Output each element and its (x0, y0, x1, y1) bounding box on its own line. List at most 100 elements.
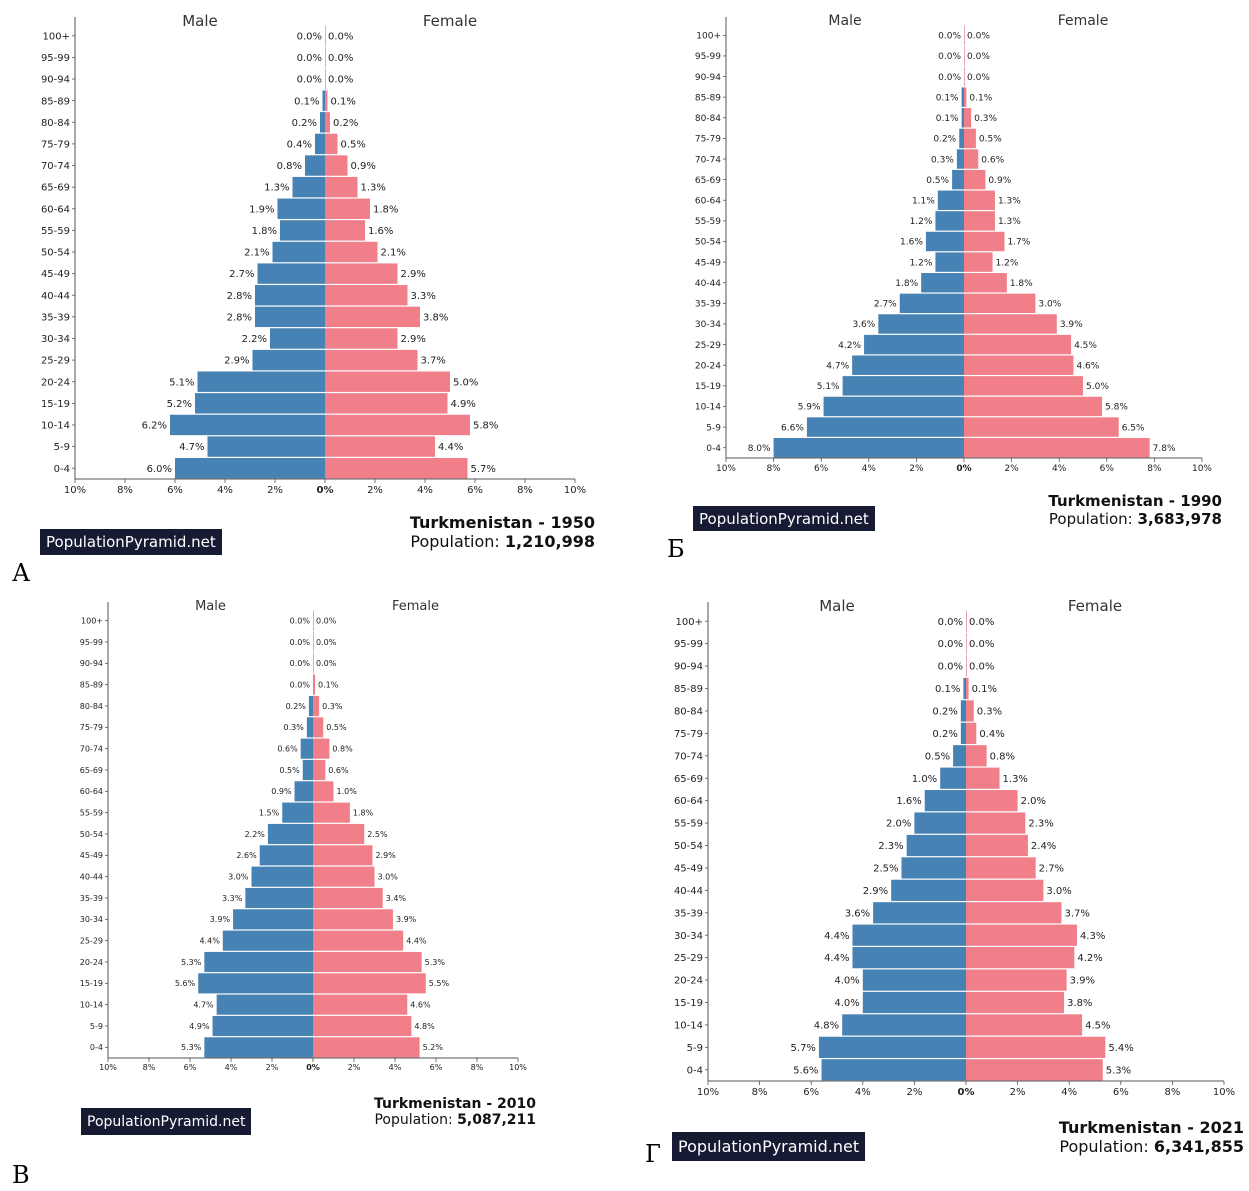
x-tick-label: 10% (1192, 464, 1212, 474)
male-bar (272, 241, 325, 263)
male-bar (204, 951, 313, 973)
male-value-label: 0.2% (932, 729, 957, 740)
male-value-label: 1.9% (249, 204, 274, 215)
x-tick-label: 2% (367, 485, 383, 496)
site-badge[interactable]: PopulationPyramid.net (81, 1108, 252, 1135)
female-bar (313, 674, 316, 695)
age-label: 5-9 (54, 442, 70, 453)
female-value-label: 1.6% (368, 226, 393, 237)
female-value-label: 1.2% (996, 258, 1019, 268)
male-bar (277, 198, 325, 219)
male-bar (773, 437, 964, 458)
female-bar (966, 969, 1067, 991)
male-value-label: 4.4% (824, 953, 849, 964)
female-bar (964, 231, 1005, 252)
male-bar (878, 314, 964, 334)
male-bar (960, 722, 966, 744)
female-value-label: 7.8% (1153, 444, 1176, 454)
pyramid-chart-2021: Male Female 5.6% 5.3% 0-4 5.7% 5.4% 5-9 4.8% 4.5%… (674, 597, 1235, 1098)
age-label: 35-39 (695, 300, 721, 310)
female-value-label: 5.3% (1106, 1065, 1131, 1076)
female-bar (313, 631, 314, 653)
female-bar (325, 241, 378, 263)
female-value-label: 2.9% (401, 269, 426, 280)
female-value-label: 5.4% (1108, 1043, 1133, 1054)
female-bar (966, 1036, 1106, 1058)
age-label: 85-89 (80, 681, 103, 690)
population-label: Population: (1048, 510, 1133, 528)
age-label: 45-49 (41, 269, 70, 280)
male-bar (204, 1037, 313, 1058)
x-tick-label: 8% (1164, 1087, 1180, 1098)
male-value-label: 4.8% (814, 1021, 839, 1032)
population-line: Population: 3,683,978 (1049, 510, 1222, 528)
male-bar (862, 991, 966, 1014)
male-bar (322, 90, 325, 111)
population-value: 5,087,211 (457, 1112, 536, 1128)
female-bar (966, 924, 1077, 946)
female-bar (313, 994, 408, 1015)
age-label: 100+ (696, 32, 721, 42)
x-tick-label: 2% (267, 485, 283, 496)
female-bar (325, 68, 326, 90)
female-value-label: 0.9% (351, 161, 376, 172)
male-value-label: 2.8% (227, 291, 252, 302)
female-bar (325, 47, 326, 68)
age-label: 20-24 (674, 976, 703, 987)
age-label: 45-49 (695, 258, 721, 268)
x-tick-label: 8% (1147, 464, 1162, 474)
x-tick-label: 0% (306, 1063, 320, 1072)
male-value-label: 0.1% (935, 684, 960, 695)
population-label: Population: (374, 1112, 453, 1128)
female-value-label: 0.1% (331, 96, 356, 107)
female-bar (325, 112, 330, 133)
female-bar (325, 220, 365, 241)
pyramid-panel-1950: Male Female 6.0% 5.7% 0-4 4.7% 4.4% 5-9 6.2% 5.8%… (0, 0, 620, 590)
site-badge[interactable]: PopulationPyramid.net (40, 529, 222, 555)
female-value-label: 3.0% (378, 873, 399, 882)
female-value-label: 0.6% (981, 155, 1004, 165)
female-bar (964, 417, 1119, 437)
age-label: 55-59 (674, 819, 703, 830)
age-label: 95-99 (695, 52, 721, 62)
male-value-label: 4.4% (824, 931, 849, 942)
age-label: 0-4 (90, 1043, 103, 1052)
age-label: 20-24 (695, 361, 721, 371)
female-bar (966, 857, 1036, 879)
female-value-label: 3.9% (1070, 976, 1095, 987)
female-bar (325, 133, 338, 155)
female-bar (964, 108, 972, 128)
site-badge[interactable]: PopulationPyramid.net (672, 1132, 866, 1161)
male-bar (925, 231, 964, 252)
age-label: 70-74 (80, 745, 103, 754)
male-value-label: 0.5% (926, 176, 949, 186)
female-value-label: 5.3% (425, 958, 446, 967)
male-bar (267, 823, 313, 845)
age-label: 75-79 (80, 723, 103, 732)
female-bar (313, 909, 393, 930)
female-bar (966, 655, 967, 677)
female-value-label: 0.0% (969, 639, 994, 650)
female-value-label: 0.0% (969, 617, 994, 628)
male-value-label: 6.6% (781, 423, 804, 433)
female-value-label: 0.0% (967, 52, 990, 62)
female-value-label: 3.0% (1038, 300, 1061, 310)
male-bar (823, 396, 964, 417)
female-value-label: 1.8% (1010, 279, 1033, 289)
female-bar (966, 722, 977, 744)
site-badge[interactable]: PopulationPyramid.net (693, 506, 875, 531)
age-label: 60-64 (674, 796, 703, 807)
population-value: 1,210,998 (504, 532, 595, 551)
population-value: 3,683,978 (1137, 510, 1222, 528)
female-bar (964, 355, 1074, 375)
male-value-label: 0.0% (290, 617, 311, 626)
female-bar (313, 1015, 412, 1037)
chart-caption: Turkmenistan - 2010 Population: 5,087,21… (374, 1096, 536, 1128)
panel-letter: В (12, 1161, 30, 1189)
female-bar (313, 930, 404, 951)
female-bar (964, 25, 965, 46)
population-label: Population: (410, 532, 500, 551)
male-value-label: 0.0% (297, 75, 322, 86)
male-bar (818, 1036, 966, 1058)
age-label: 40-44 (80, 873, 103, 882)
